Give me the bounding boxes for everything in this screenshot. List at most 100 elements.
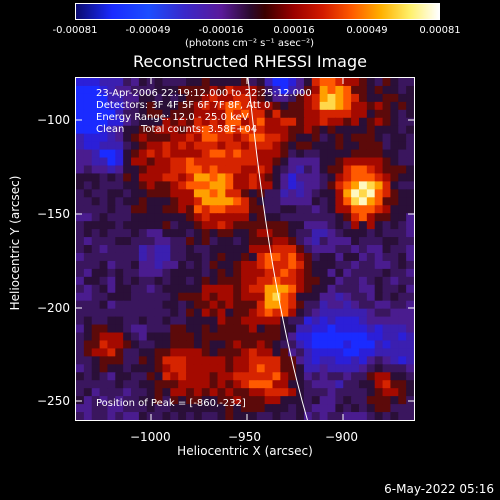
- heatmap-pixel: [170, 221, 179, 230]
- heatmap-pixel: [76, 213, 85, 222]
- heatmap-pixel: [280, 300, 289, 310]
- heatmap-pixel: [366, 205, 376, 214]
- heatmap-pixel: [280, 245, 289, 254]
- heatmap-pixel: [390, 348, 399, 357]
- heatmap-pixel: [343, 412, 352, 420]
- heatmap-pixel: [193, 300, 203, 310]
- heatmap-pixel: [358, 252, 368, 262]
- heatmap-pixel: [107, 372, 116, 381]
- heatmap-pixel: [209, 101, 219, 111]
- heatmap-pixel: [303, 388, 313, 397]
- heatmap-pixel: [115, 388, 124, 397]
- heatmap-pixel: [256, 276, 266, 286]
- heatmap-pixel: [264, 268, 274, 278]
- heatmap-pixel: [115, 340, 124, 350]
- heatmap-pixel: [374, 93, 384, 103]
- heatmap-pixel: [248, 101, 258, 111]
- heatmap-pixel: [123, 229, 132, 238]
- heatmap-pixel: [115, 165, 124, 175]
- heatmap-pixel: [241, 396, 250, 405]
- heatmap-pixel: [366, 157, 376, 167]
- heatmap-pixel: [241, 348, 250, 357]
- heatmap-pixel: [91, 300, 101, 310]
- heatmap-pixel: [123, 372, 132, 381]
- colorbar-tick-label: -0.00016: [198, 25, 244, 36]
- heatmap-pixel: [83, 101, 93, 111]
- heatmap-pixel: [170, 356, 179, 365]
- heatmap-pixel: [296, 245, 305, 254]
- heatmap-pixel: [351, 141, 360, 151]
- heatmap-pixel: [358, 85, 368, 95]
- heatmap-pixel: [123, 300, 132, 310]
- heatmap-pixel: [398, 348, 407, 357]
- heatmap-pixel: [335, 181, 344, 190]
- heatmap-pixel: [248, 340, 258, 350]
- heatmap-pixel: [343, 237, 352, 246]
- heatmap-pixel: [146, 372, 156, 381]
- heatmap-pixel: [374, 308, 384, 318]
- heatmap-pixel: [233, 101, 242, 111]
- heatmap-pixel: [390, 284, 399, 294]
- heatmap-pixel: [390, 300, 399, 310]
- heatmap-pixel: [272, 109, 281, 119]
- heatmap-pixel: [170, 197, 179, 206]
- heatmap-pixel: [91, 237, 101, 246]
- heatmap-pixel: [186, 316, 195, 326]
- colorbar-tick-label: -0.00049: [125, 25, 171, 36]
- heatmap-pixel: [170, 205, 179, 214]
- heatmap-pixel: [351, 324, 360, 334]
- heatmap-pixel: [162, 260, 171, 270]
- heatmap-pixel: [343, 300, 352, 310]
- heatmap-pixel: [186, 141, 195, 151]
- heatmap-pixel: [343, 93, 352, 103]
- heatmap-pixel: [374, 78, 384, 87]
- heatmap-pixel: [83, 213, 93, 222]
- heatmap-pixel: [311, 372, 321, 381]
- heatmap-pixel: [138, 276, 148, 286]
- heatmap-pixel: [193, 348, 203, 357]
- heatmap-pixel: [217, 388, 226, 397]
- heatmap-pixel: [327, 412, 336, 420]
- heatmap-pixel: [91, 380, 101, 389]
- heatmap-pixel: [374, 372, 384, 381]
- heatmap-pixel: [366, 380, 376, 389]
- heatmap-pixel: [374, 237, 384, 246]
- heatmap-pixel: [296, 85, 305, 95]
- heatmap-pixel: [233, 149, 242, 159]
- heatmap-pixel: [311, 324, 321, 334]
- heatmap-pixel: [217, 221, 226, 230]
- heatmap-pixel: [233, 141, 242, 151]
- heatmap-pixel: [193, 125, 203, 135]
- heatmap-pixel: [154, 229, 164, 238]
- heatmap-pixel: [319, 348, 329, 357]
- heatmap-pixel: [398, 125, 407, 135]
- heatmap-pixel: [83, 340, 93, 350]
- heatmap-pixel: [217, 78, 226, 87]
- heatmap-pixel: [115, 181, 124, 190]
- heatmap-pixel: [154, 213, 164, 222]
- heatmap-pixel: [193, 356, 203, 365]
- heatmap-pixel: [83, 149, 93, 159]
- heatmap-pixel: [107, 229, 116, 238]
- heatmap-pixel: [398, 101, 407, 111]
- heatmap-pixel: [280, 340, 289, 350]
- heatmap-pixel: [107, 245, 116, 254]
- heatmap-pixel: [366, 221, 376, 230]
- heatmap-pixel: [170, 340, 179, 350]
- heatmap-pixel: [296, 300, 305, 310]
- heatmap-pixel: [233, 380, 242, 389]
- heatmap-pixel: [83, 157, 93, 167]
- heatmap-pixel: [248, 197, 258, 206]
- heatmap-pixel: [374, 117, 384, 127]
- heatmap-pixel: [154, 141, 164, 151]
- footer-date: 6-May-2022 05:16: [384, 482, 494, 496]
- heatmap-pixel: [225, 197, 234, 206]
- heatmap-pixel: [233, 181, 242, 190]
- heatmap-pixel: [162, 364, 171, 373]
- heatmap-pixel: [351, 380, 360, 389]
- heatmap-pixel: [83, 125, 93, 135]
- heatmap-pixel: [233, 348, 242, 357]
- heatmap-pixel: [83, 380, 93, 389]
- heatmap-pixel: [83, 117, 93, 127]
- heatmap-pixel: [335, 85, 344, 95]
